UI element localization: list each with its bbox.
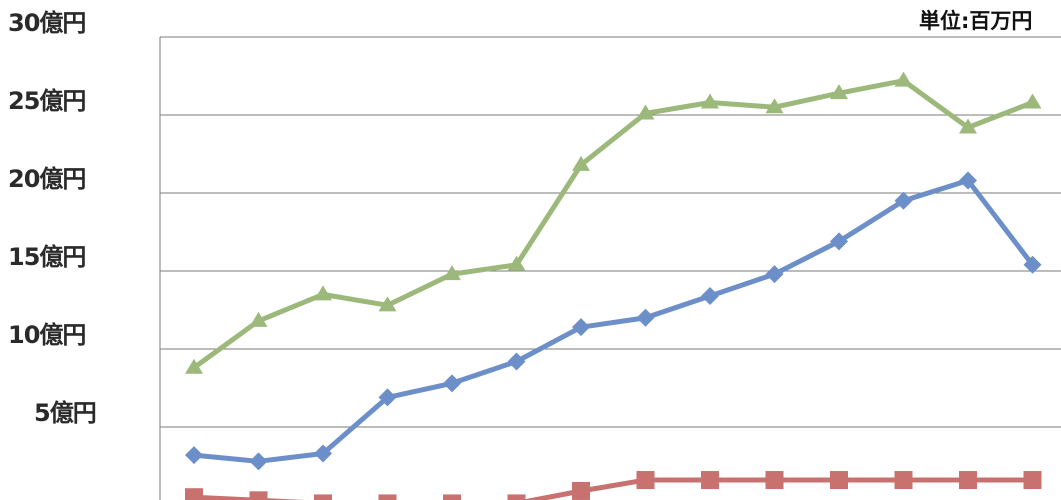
series-2-point-3 [378,494,397,500]
series-2-point-1 [249,491,268,500]
series-0-line [191,78,1035,371]
series-0-point-1 [249,311,268,327]
series-1-point-4 [443,374,461,393]
series-0-point-7 [636,104,655,120]
series-0-point-10 [830,84,848,100]
y-tick-label: 20億円 [8,165,85,193]
y-tick-label: 25億円 [8,87,85,115]
y-tick-label: 15億円 [8,243,85,271]
series-1-line [191,178,1035,464]
series-0-point-8 [701,93,719,109]
series-2-line [191,477,1035,500]
series-2-point-5 [507,494,526,500]
series-1-point-5 [507,352,526,371]
series-2-point-13 [1023,471,1042,490]
series-2-point-0 [185,488,203,500]
series-1-point-11 [894,191,913,210]
series-0-point-6 [572,155,590,171]
series-0-point-3 [378,296,397,312]
series-1-point-10 [830,232,848,251]
series-1-point-13 [1023,255,1042,274]
series-2-point-11 [894,471,913,490]
unit-label: 単位:百万円 [919,9,1032,33]
y-tick-label: 5億円 [34,399,96,427]
series-1-point-1 [249,452,268,471]
series-1-diamond [185,171,1042,471]
series-2-point-10 [830,471,848,490]
series-0-point-13 [1023,93,1042,109]
series-0-point-12 [959,118,977,134]
gridlines [159,36,1061,500]
series-2-point-12 [959,471,977,490]
series-group [185,71,1042,500]
series-0-point-11 [894,71,913,87]
series-2-point-2 [314,494,332,500]
series-2-point-7 [636,471,655,490]
series-0-point-0 [185,358,203,374]
series-2-square [185,471,1042,500]
series-2-point-4 [443,494,461,500]
series-0-point-2 [314,285,332,301]
series-1-point-7 [636,308,655,327]
series-1-point-3 [378,388,397,407]
y-tick-label: 30億円 [8,9,85,37]
y-tick-label: 10億円 [8,321,85,349]
series-1-point-9 [765,265,784,284]
series-0-point-9 [765,98,784,114]
y-axis-ticks: 30億円 25億円 20億円 15億円 10億円 5億円 [8,9,97,427]
series-2-point-6 [572,481,590,500]
series-1-point-6 [572,318,590,337]
series-2-point-9 [765,471,784,490]
series-0-triangle [185,71,1042,374]
series-1-point-8 [701,286,719,305]
series-0-point-4 [443,265,461,281]
series-1-point-12 [959,171,977,190]
series-1-point-0 [185,446,203,465]
series-0-point-5 [507,255,526,271]
series-1-point-2 [314,444,332,463]
series-2-point-8 [701,471,719,490]
